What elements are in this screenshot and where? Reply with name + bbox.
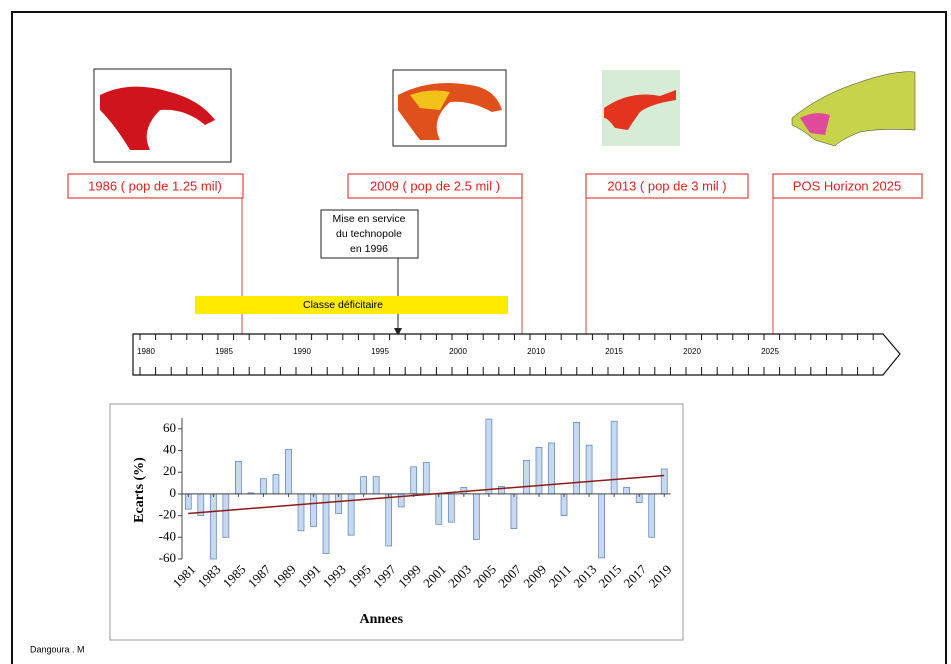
bar [210,494,216,559]
bar [599,494,605,558]
bar [386,494,392,546]
timeline-axis [133,334,900,375]
bar [223,494,229,537]
y-tick-label: -20 [159,507,176,522]
bar [235,461,241,494]
map-2009 [393,70,506,146]
bar [498,486,504,494]
bar [624,487,630,494]
map-2013 [602,70,680,146]
map-1986 [94,69,231,162]
callout-text: du technopole [336,228,402,240]
chart-panel [110,404,683,640]
bar [649,494,655,537]
band-label: Classe déficitaire [303,299,383,311]
bar [549,443,555,494]
milestone-label: 2009 ( pop de 2.5 mil ) [370,178,500,193]
bar [523,460,529,494]
y-tick-label: 20 [163,463,176,478]
bar [273,474,279,494]
ruler-label: 1995 [371,347,389,356]
bar [473,494,479,540]
ruler-label: 2025 [761,347,779,356]
bar [486,419,492,494]
bar [611,421,617,494]
map-2025 [792,72,915,146]
bar [260,479,266,494]
callout-text: en 1996 [350,243,388,255]
bar [423,462,429,493]
y-axis-label: Ecarts (%) [132,457,147,523]
y-tick-label: 0 [170,485,177,500]
milestone-label: POS Horizon 2025 [793,178,901,193]
credit: Dangoura . M [30,644,85,654]
bar [373,477,379,494]
ruler-label: 1980 [137,347,155,356]
y-tick-label: 60 [163,420,176,435]
bar [661,469,667,494]
y-tick-label: -40 [159,528,176,543]
bar [411,467,417,494]
bar [536,447,542,494]
ruler-label: 2000 [449,347,467,356]
callout-text: Mise en service [333,213,406,225]
milestone-label: 1986 ( pop de 1.25 mil) [88,178,222,193]
y-tick-label: -60 [159,550,176,565]
ruler-label: 1985 [215,347,233,356]
ruler-label: 2020 [683,347,701,356]
milestone-label: 2013 ( pop de 3 mil ) [607,178,726,193]
bar [561,494,567,516]
ruler-label: 2010 [527,347,545,356]
bar [361,477,367,494]
x-axis-label: Annees [359,612,403,627]
ruler-label: 1990 [293,347,311,356]
bar [511,494,517,529]
bar [298,494,304,531]
bar [436,494,442,524]
figure: 1986 ( pop de 1.25 mil) 2009 ( pop de 2.… [0,0,951,664]
y-tick-label: 40 [163,442,176,457]
bar [285,449,291,493]
bar [586,445,592,494]
bar [448,494,454,522]
ruler-label: 2015 [605,347,623,356]
bar [311,494,317,527]
